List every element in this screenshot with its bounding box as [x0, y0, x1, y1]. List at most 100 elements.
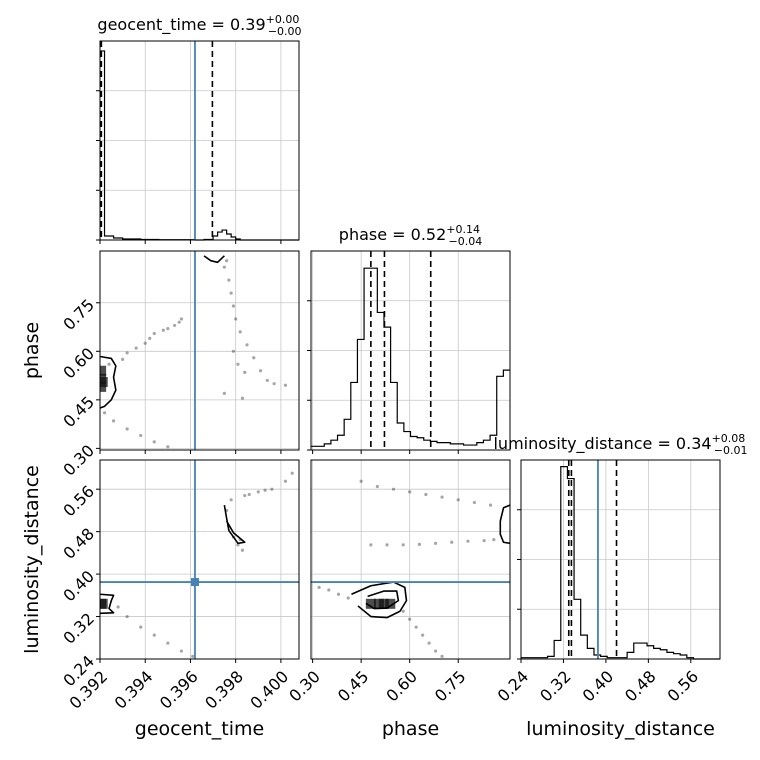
x-axis-label-luminosity_distance: luminosity_distance	[526, 718, 715, 740]
y-tick-label: 0.40	[59, 567, 98, 606]
histogram-luminosity_distance	[521, 460, 720, 660]
sample-point	[240, 396, 245, 400]
x-axis-label-geocent_time: geocent_time	[135, 718, 264, 740]
x-tick-label: 0.60	[382, 667, 421, 706]
sample-point	[107, 362, 111, 366]
sample-point	[229, 498, 233, 502]
sample-point	[238, 330, 242, 334]
sample-point	[401, 609, 405, 613]
sample-point	[166, 445, 170, 449]
y-axis-label-phase: phase	[21, 322, 43, 379]
sample-point	[234, 317, 238, 321]
sample-point	[236, 362, 240, 366]
2d-panel-geocent_time-phase	[100, 251, 288, 450]
panel-frame-phase-luminosity_distance	[310, 459, 511, 660]
sample-point	[179, 649, 184, 653]
sample-point	[102, 411, 107, 415]
sample-point	[414, 625, 418, 629]
sample-point	[327, 588, 331, 592]
sample-point	[116, 605, 120, 609]
density-cell	[100, 377, 108, 388]
sample-point	[375, 484, 379, 489]
sample-point	[121, 357, 125, 361]
sample-point	[290, 471, 294, 475]
2d-panel-geocent_time-luminosity_distance	[100, 460, 299, 659]
sample-point	[272, 382, 276, 386]
contour-line	[223, 504, 246, 545]
sample-point	[231, 304, 236, 308]
sample-point	[252, 356, 256, 360]
sample-point	[125, 614, 129, 619]
sample-point	[263, 488, 267, 492]
sample-point	[236, 543, 240, 547]
marginal-title-geocent_time: geocent_time = 0.39+0.00 −0.00	[97, 13, 301, 38]
sample-point	[385, 543, 389, 547]
sample-point	[317, 585, 321, 589]
2d-panel-phase-luminosity_distance	[311, 479, 510, 658]
sample-point	[482, 539, 486, 543]
sample-point	[229, 291, 233, 295]
histogram-phase	[311, 251, 510, 450]
sample-point	[125, 427, 129, 431]
x-tick-label: 0.45	[334, 667, 373, 706]
sample-point	[191, 654, 195, 658]
x-tick-label: 0.48	[621, 667, 660, 706]
sample-point	[243, 493, 247, 498]
x-tick-label: 0.398	[201, 667, 247, 713]
sample-point	[466, 539, 470, 543]
x-tick-label: 0.30	[285, 667, 324, 706]
histogram-step	[311, 267, 510, 447]
marginal-title-phase: phase = 0.52+0.14 −0.04	[339, 223, 482, 248]
y-tick-label: 0.60	[59, 344, 98, 383]
sample-point	[391, 487, 396, 491]
sample-point	[440, 495, 444, 499]
gridlines	[520, 460, 720, 659]
x-axis-label-phase: phase	[382, 718, 439, 740]
sample-point	[270, 487, 274, 491]
histogram-frame-phase	[310, 250, 511, 451]
sample-point	[148, 336, 152, 340]
sample-point	[488, 503, 493, 507]
sample-point	[265, 378, 269, 383]
y-tick-label: 0.48	[59, 524, 98, 563]
density-cell	[100, 365, 107, 376]
sample-point	[161, 328, 165, 332]
marginal-title-luminosity_distance: luminosity_distance = 0.34+0.08 −0.01	[493, 432, 747, 457]
x-tick-label: 0.75	[431, 667, 470, 706]
sample-point	[111, 419, 116, 423]
sample-point	[166, 641, 170, 645]
density-cell	[100, 598, 107, 609]
sample-point	[424, 492, 428, 497]
truth-marker	[190, 578, 199, 587]
y-tick-label: 0.30	[59, 441, 98, 480]
y-tick-label: 0.45	[59, 392, 98, 431]
sample-point	[231, 349, 236, 353]
sample-point	[225, 259, 229, 263]
sample-point	[492, 538, 496, 542]
contour-line	[499, 504, 510, 545]
gridlines	[99, 460, 299, 660]
gridlines	[311, 251, 510, 450]
sample-point	[173, 323, 177, 328]
sample-point	[456, 498, 460, 502]
density-cell	[385, 598, 396, 609]
sample-point	[359, 479, 363, 483]
panel-frame-geocent_time-luminosity_distance	[99, 459, 300, 660]
contour-line	[100, 593, 115, 615]
sample-point	[421, 633, 425, 637]
contour-line	[100, 355, 117, 409]
sample-point	[125, 351, 129, 355]
sample-point	[336, 592, 341, 596]
contour-line	[365, 590, 400, 610]
density-cell	[378, 598, 389, 609]
sample-point	[152, 440, 156, 444]
gridlines	[99, 41, 299, 240]
x-tick-label: 0.394	[111, 667, 157, 713]
sample-point	[369, 543, 373, 547]
sample-point	[472, 500, 477, 505]
sample-point	[247, 492, 251, 497]
panel-frame-geocent_time-phase	[99, 250, 300, 451]
sample-point	[408, 490, 412, 494]
x-tick-label: 0.24	[494, 667, 533, 706]
contour-line	[351, 581, 408, 619]
